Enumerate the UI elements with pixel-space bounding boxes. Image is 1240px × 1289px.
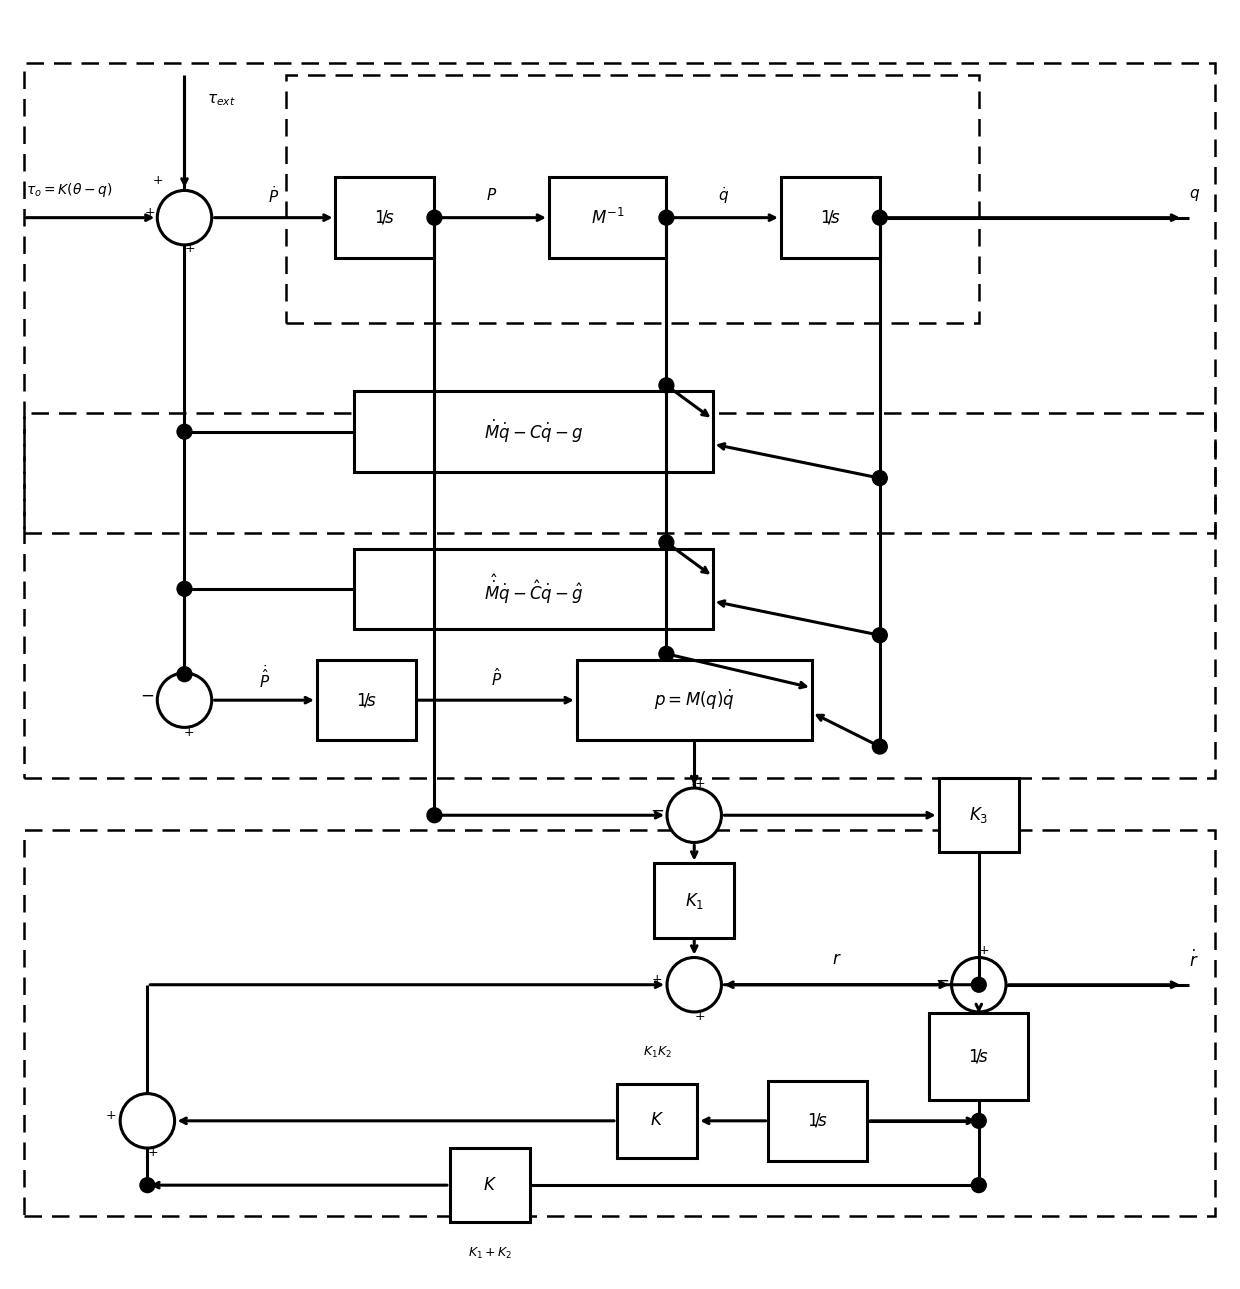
Text: $+$: $+$ xyxy=(651,973,662,986)
Text: $+$: $+$ xyxy=(693,1011,704,1023)
Text: $\dot{q}$: $\dot{q}$ xyxy=(718,184,729,206)
Bar xyxy=(769,1080,868,1161)
Text: $K_1 + K_2$: $K_1 + K_2$ xyxy=(467,1245,512,1261)
Circle shape xyxy=(667,788,722,843)
Text: $K$: $K$ xyxy=(484,1177,497,1194)
Bar xyxy=(929,1013,1028,1100)
Text: $p = M(q)\dot{q}$: $p = M(q)\dot{q}$ xyxy=(653,688,734,713)
Circle shape xyxy=(667,958,722,1012)
Text: $\tau_o = K(\theta - q)$: $\tau_o = K(\theta - q)$ xyxy=(26,182,113,200)
Circle shape xyxy=(971,1178,986,1192)
Circle shape xyxy=(658,646,673,661)
Circle shape xyxy=(873,210,888,226)
Bar xyxy=(353,392,713,472)
Circle shape xyxy=(177,424,192,440)
Text: $\dot{P}$: $\dot{P}$ xyxy=(268,184,279,206)
Text: $\tau_{ext}$: $\tau_{ext}$ xyxy=(207,93,236,108)
Circle shape xyxy=(971,977,986,993)
Text: $K$: $K$ xyxy=(650,1112,665,1129)
Circle shape xyxy=(873,470,888,486)
Text: $K_3$: $K_3$ xyxy=(970,806,988,825)
Bar xyxy=(549,178,666,258)
Bar xyxy=(286,75,978,322)
Text: $r$: $r$ xyxy=(832,951,842,968)
Text: $+$: $+$ xyxy=(144,206,155,219)
Text: $1\!/\!s$: $1\!/\!s$ xyxy=(820,209,841,227)
Circle shape xyxy=(658,378,673,393)
Text: $K_1K_2$: $K_1K_2$ xyxy=(642,1045,672,1061)
Text: $-$: $-$ xyxy=(140,687,155,704)
Text: $+$: $+$ xyxy=(184,242,195,255)
Text: $q$: $q$ xyxy=(1189,187,1200,204)
Circle shape xyxy=(873,628,888,643)
Bar xyxy=(353,549,713,629)
Bar xyxy=(336,178,434,258)
Bar xyxy=(618,1084,697,1158)
Text: $P$: $P$ xyxy=(486,187,497,204)
Bar xyxy=(781,178,880,258)
Text: $1\!/\!s$: $1\!/\!s$ xyxy=(374,209,396,227)
Text: $1\!/\!s$: $1\!/\!s$ xyxy=(968,1048,990,1066)
Bar xyxy=(577,660,812,740)
Text: $\dot{\hat{P}}$: $\dot{\hat{P}}$ xyxy=(259,665,270,691)
Bar xyxy=(939,779,1019,852)
Bar xyxy=(450,1148,531,1222)
Bar xyxy=(24,63,1215,534)
Circle shape xyxy=(157,673,212,727)
Circle shape xyxy=(427,210,441,226)
Text: $+$: $+$ xyxy=(978,944,990,956)
Circle shape xyxy=(177,666,192,682)
Text: $M^{-1}$: $M^{-1}$ xyxy=(590,208,625,228)
Text: $1\!/\!s$: $1\!/\!s$ xyxy=(356,691,377,709)
Text: $+$: $+$ xyxy=(151,174,162,187)
Bar xyxy=(24,830,1215,1216)
Bar xyxy=(653,864,734,937)
Text: $\hat{P}$: $\hat{P}$ xyxy=(491,666,502,688)
Circle shape xyxy=(140,1178,155,1192)
Text: $\dot{r}$: $\dot{r}$ xyxy=(1189,950,1199,971)
Text: $+$: $+$ xyxy=(182,726,193,739)
Bar xyxy=(24,414,1215,779)
Text: $+$: $+$ xyxy=(146,1146,157,1160)
Text: $-$: $-$ xyxy=(650,802,665,819)
Circle shape xyxy=(120,1093,175,1148)
Bar xyxy=(317,660,415,740)
Circle shape xyxy=(658,210,673,226)
Text: $+$: $+$ xyxy=(693,776,704,790)
Circle shape xyxy=(873,739,888,754)
Text: $1\!/\!s$: $1\!/\!s$ xyxy=(807,1112,828,1130)
Text: $+$: $+$ xyxy=(104,1110,115,1123)
Text: $-$: $-$ xyxy=(935,972,949,989)
Circle shape xyxy=(658,535,673,550)
Circle shape xyxy=(971,1114,986,1128)
Text: $K_1$: $K_1$ xyxy=(684,891,704,910)
Text: $\hat{\dot{M}}\dot{q} - \hat{C}\dot{q} - \hat{g}$: $\hat{\dot{M}}\dot{q} - \hat{C}\dot{q} -… xyxy=(484,572,583,606)
Circle shape xyxy=(427,808,441,822)
Circle shape xyxy=(951,958,1006,1012)
Circle shape xyxy=(157,191,212,245)
Circle shape xyxy=(177,581,192,597)
Text: $\dot{M}\dot{q} - C\dot{q} - g$: $\dot{M}\dot{q} - C\dot{q} - g$ xyxy=(484,418,583,445)
